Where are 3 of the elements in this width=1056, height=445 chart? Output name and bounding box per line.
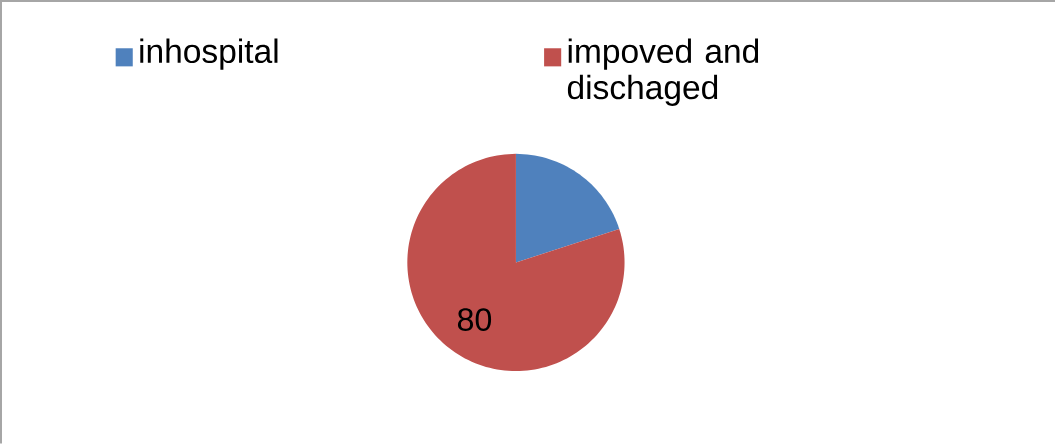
legend-label: impoved and dischaged [567, 38, 759, 107]
legend-label: inhospital [140, 38, 278, 70]
data-label: 80 [457, 308, 492, 332]
